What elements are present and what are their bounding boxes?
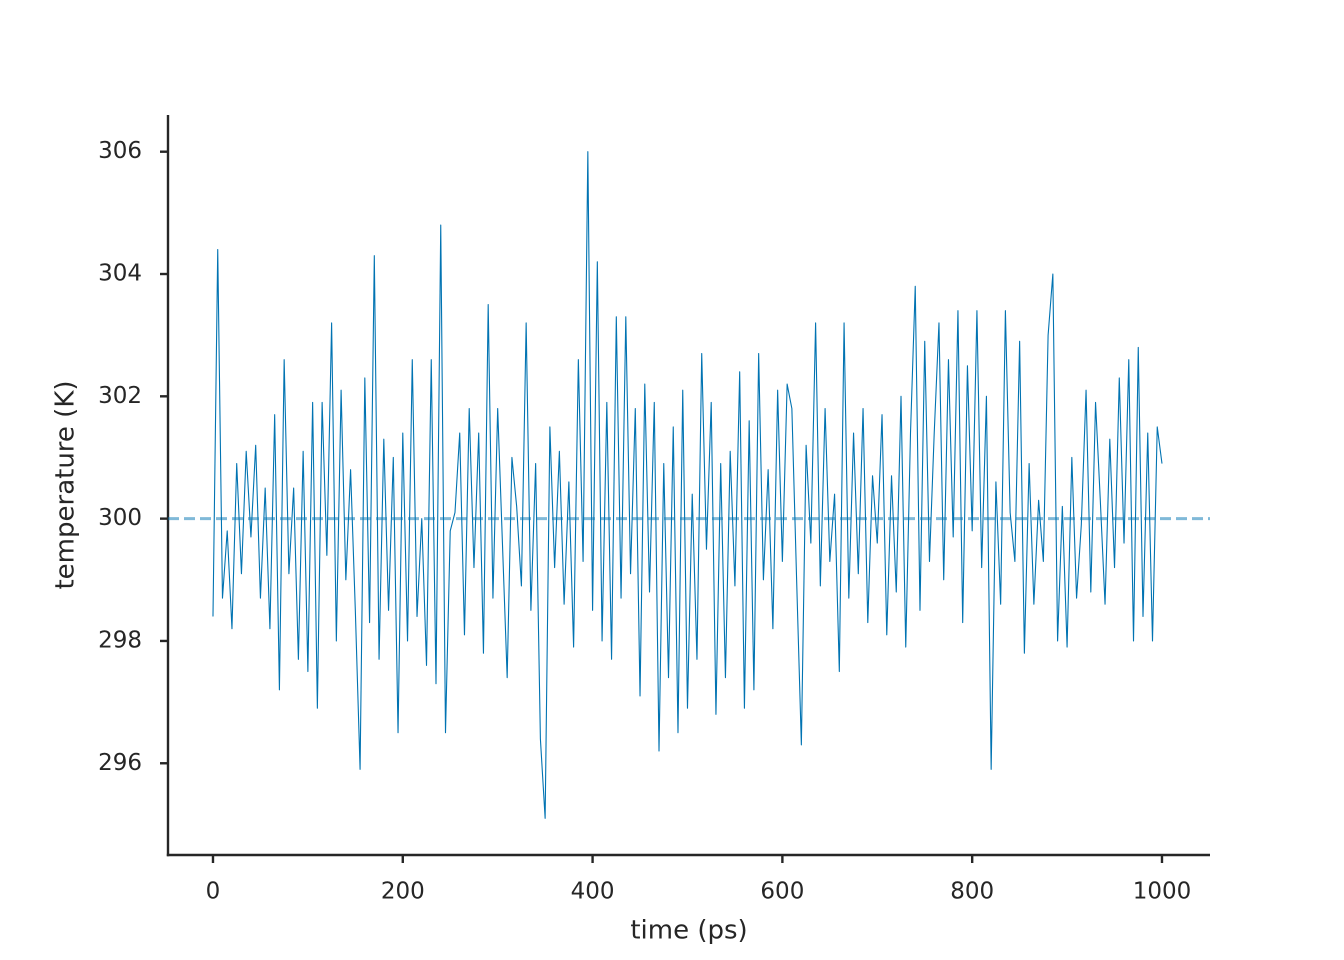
y-tick-label: 304 [98,261,142,287]
x-tick-label: 400 [571,879,615,905]
x-tick-label: 0 [206,879,221,905]
data-line [212,151,1163,819]
y-axis-label: temperature (K) [51,380,81,589]
x-tick-label: 600 [760,879,804,905]
y-tick-label: 296 [98,750,142,776]
x-tick-label: 800 [950,879,994,905]
y-tick-label: 306 [98,138,142,164]
y-tick-label: 302 [98,383,142,409]
x-tick-label: 1000 [1133,879,1192,905]
x-tick-label: 200 [381,879,425,905]
x-axis-label: time (ps) [630,916,747,946]
y-tick-label: 298 [98,627,142,653]
y-tick-label: 300 [98,505,142,531]
